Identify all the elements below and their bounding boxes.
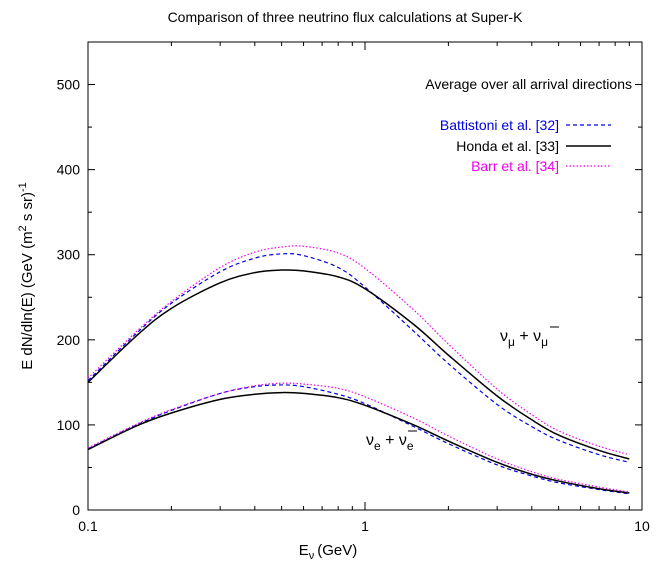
series-line-3-nue <box>87 382 630 493</box>
x-tick-label: 0.1 <box>78 518 98 534</box>
x-tick-label: 1 <box>361 518 369 534</box>
x-tick-label: 10 <box>634 518 650 534</box>
y-tick-label: 400 <box>57 162 81 178</box>
y-tick-label: 100 <box>57 417 81 433</box>
y-tick-label: 500 <box>57 77 81 93</box>
legend-header: Average over all arrival directions <box>425 76 632 92</box>
series-line-2-nue <box>87 391 630 494</box>
legend-label-2: Honda et al. [33] <box>456 138 559 154</box>
legend-label-1: Battistoni et al. [32] <box>440 117 559 133</box>
series-line-2-numu <box>87 269 630 460</box>
series-curves <box>87 245 630 495</box>
axis-ticks: 0 100 200 300 400 500 0.1 1 10 <box>57 42 650 534</box>
y-tick-label: 300 <box>57 247 81 263</box>
series-line-1-numu <box>87 253 630 463</box>
nue-annotation: νe + νe <box>366 432 414 453</box>
series-line-3-numu <box>87 245 630 456</box>
y-axis-label: E dN/dln(E) (GeV (m2 s sr)-1 <box>17 182 36 370</box>
legend: Average over all arrival directions Batt… <box>425 76 632 174</box>
x-axis-label: Eν (GeV) <box>299 542 358 562</box>
y-tick-label: 0 <box>72 502 80 518</box>
series-line-1-nue <box>87 384 630 495</box>
numu-annotation: νμ + νμ <box>500 328 548 349</box>
chart-title: Comparison of three neutrino flux calcul… <box>168 9 524 25</box>
y-tick-label: 200 <box>57 332 81 348</box>
legend-label-3: Barr et al. [34] <box>471 158 559 174</box>
